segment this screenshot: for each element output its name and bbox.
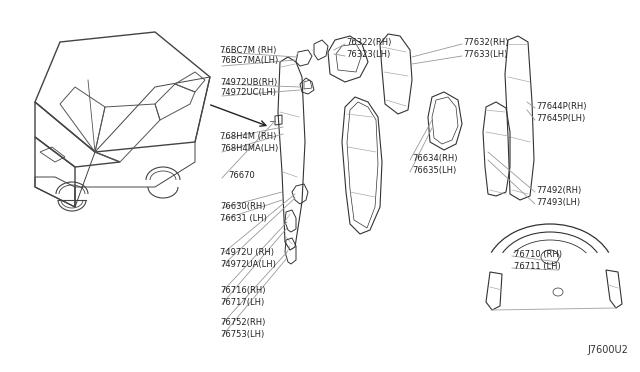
Text: 76670: 76670 (228, 171, 255, 180)
Text: 74972U (RH): 74972U (RH) (220, 247, 274, 257)
Text: 77633(LH): 77633(LH) (463, 49, 508, 58)
Text: 76716(RH): 76716(RH) (220, 285, 266, 295)
Text: 74972UB(RH): 74972UB(RH) (220, 77, 277, 87)
Text: 74972UA(LH): 74972UA(LH) (220, 260, 276, 269)
Text: 76630(RH): 76630(RH) (220, 202, 266, 211)
Text: 74972UC(LH): 74972UC(LH) (220, 87, 276, 96)
Text: J7600U2: J7600U2 (587, 345, 628, 355)
Text: 76BC7MA(LH): 76BC7MA(LH) (220, 55, 278, 64)
Text: 76752(RH): 76752(RH) (220, 317, 266, 327)
Text: 77492(RH): 77492(RH) (536, 186, 581, 195)
Text: 76753(LH): 76753(LH) (220, 330, 264, 339)
Text: 77632(RH): 77632(RH) (463, 38, 509, 46)
Text: 76BC7M (RH): 76BC7M (RH) (220, 45, 276, 55)
Text: 77493(LH): 77493(LH) (536, 198, 580, 206)
Text: 76710 (RH): 76710 (RH) (514, 250, 562, 259)
Text: 76717(LH): 76717(LH) (220, 298, 264, 307)
Text: 77645P(LH): 77645P(LH) (536, 113, 585, 122)
Text: 76711 (LH): 76711 (LH) (514, 262, 561, 270)
Text: 77644P(RH): 77644P(RH) (536, 102, 586, 110)
Text: 76323(LH): 76323(LH) (346, 49, 390, 58)
Text: 768H4MA(LH): 768H4MA(LH) (220, 144, 278, 153)
Text: 768H4M (RH): 768H4M (RH) (220, 131, 276, 141)
Text: 76634(RH): 76634(RH) (412, 154, 458, 163)
Text: 76322(RH): 76322(RH) (346, 38, 392, 46)
Text: 76631 (LH): 76631 (LH) (220, 214, 267, 222)
Text: 76635(LH): 76635(LH) (412, 166, 456, 174)
